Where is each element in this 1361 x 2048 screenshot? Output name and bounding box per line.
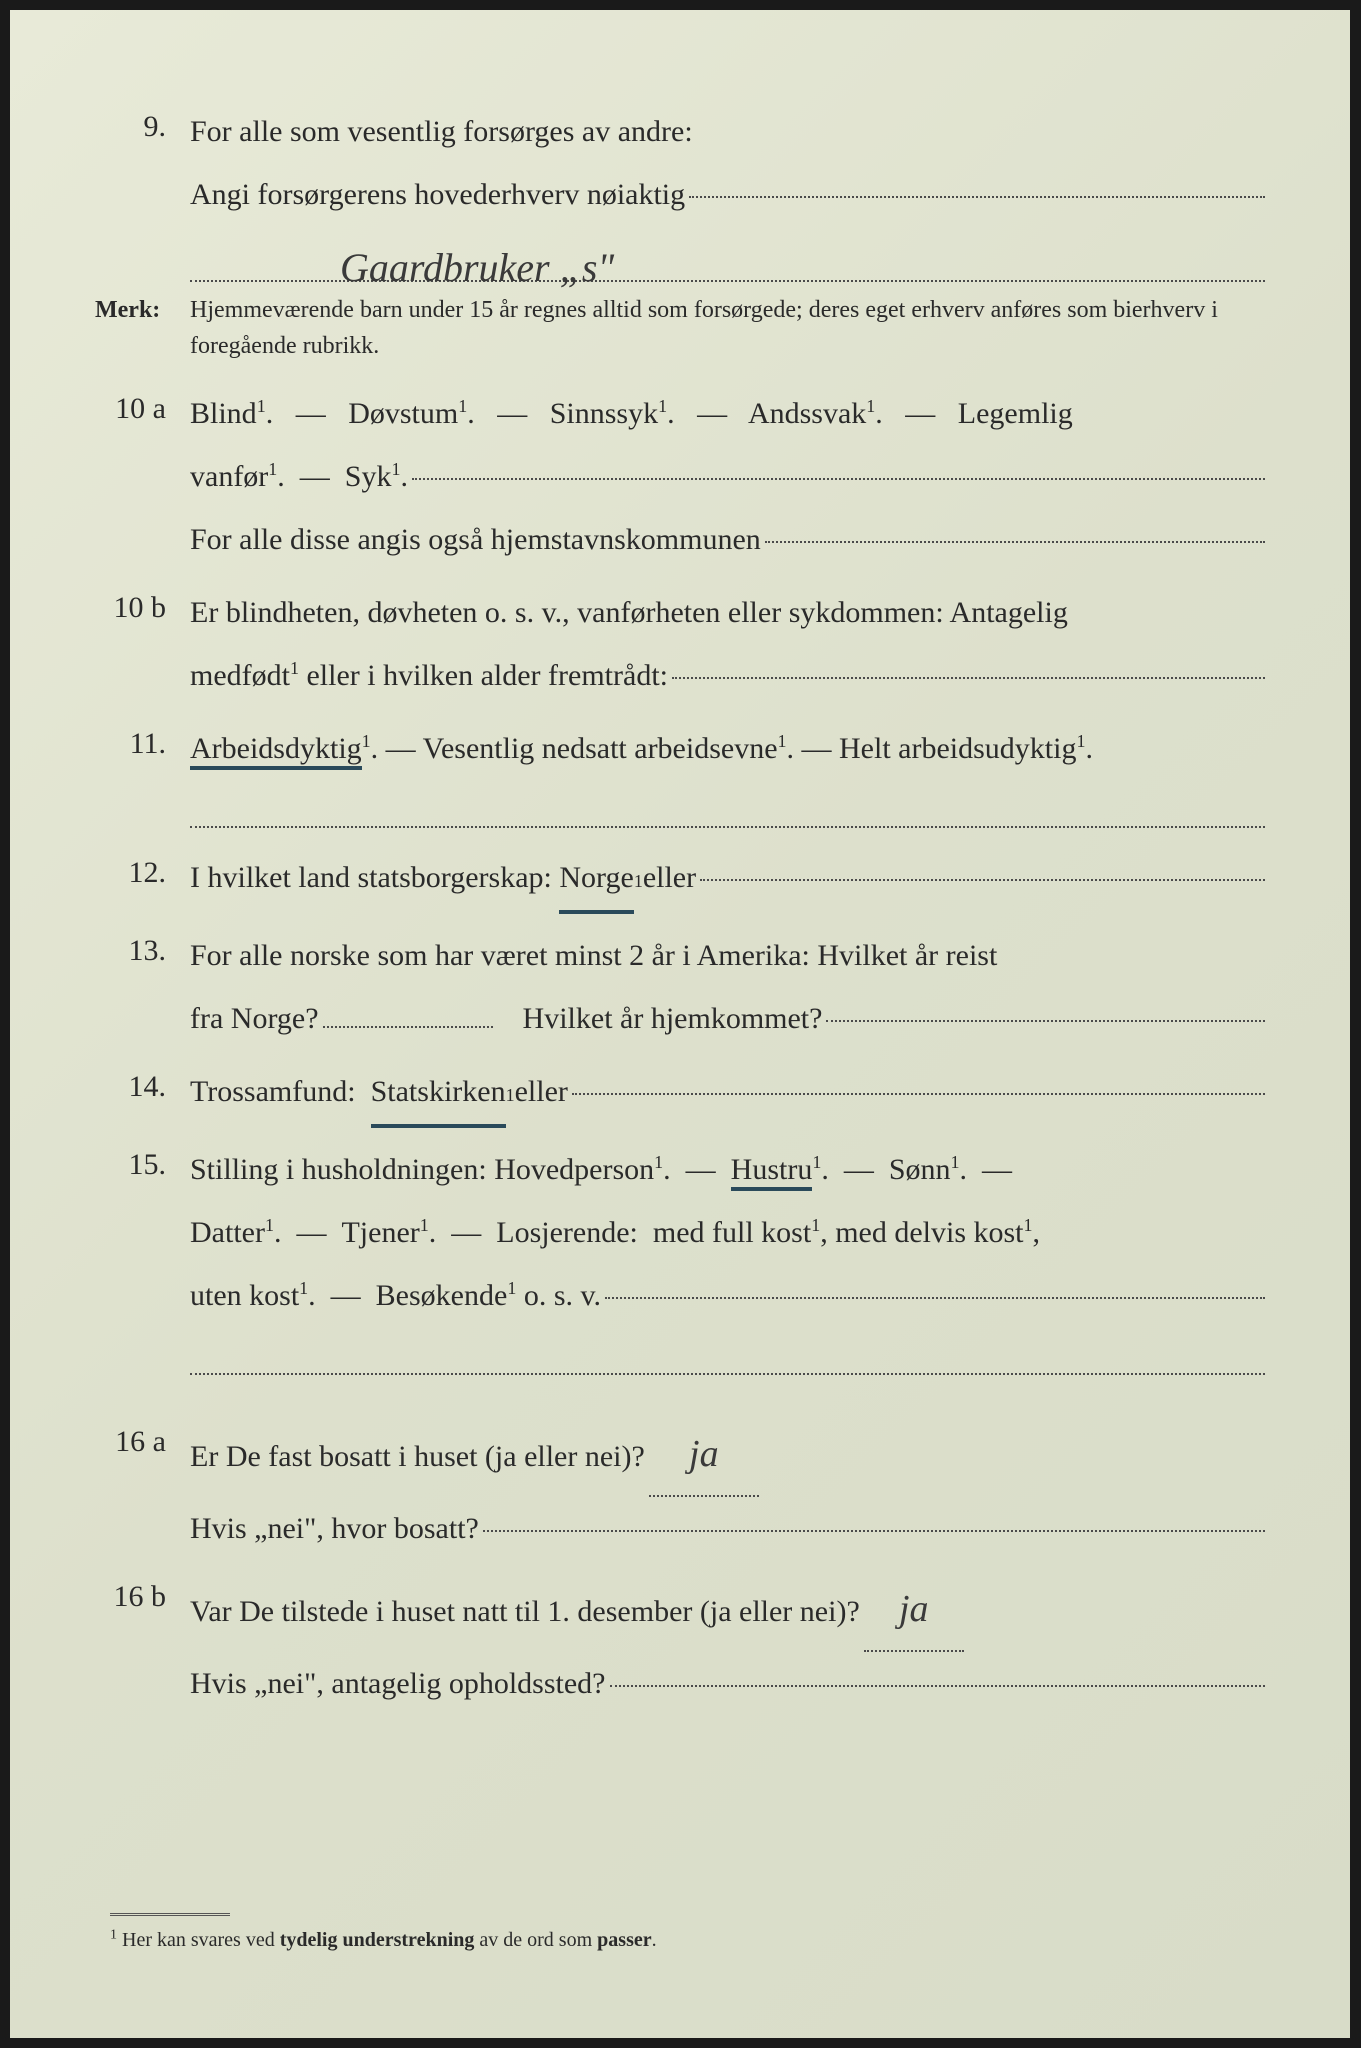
q16b-answer-slot: ja: [864, 1570, 964, 1652]
footnote-rule: [110, 1913, 230, 1916]
q12-fill: [700, 879, 1265, 881]
q15-content: Stilling i husholdningen: Hovedperson1. …: [190, 1138, 1265, 1375]
q10b-line1: Er blindheten, døvheten o. s. v., vanfør…: [190, 581, 1265, 644]
footnote-marker: 1: [110, 1927, 117, 1942]
opt-hustru: Hustru: [731, 1153, 813, 1191]
question-11: 11. Arbeidsdyktig1. — Vesentlig nedsatt …: [95, 717, 1265, 828]
q16a-num: 16 a: [95, 1415, 190, 1469]
opt-hovedperson: Hovedperson: [494, 1153, 654, 1186]
q13-line1: For alle norske som har været minst 2 år…: [190, 924, 1265, 987]
q16a-line2: Hvis „nei", hvor bosatt?: [190, 1497, 1265, 1560]
question-15: 15. Stilling i husholdningen: Hovedperso…: [95, 1138, 1265, 1375]
question-13: 13. For alle norske som har været minst …: [95, 924, 1265, 1050]
q16b-answer: ja: [899, 1588, 929, 1630]
opt-statskirken: Statskirken: [371, 1060, 506, 1128]
q10a-content: Blind1. — Døvstum1. — Sinnssyk1. — Andss…: [190, 382, 1265, 571]
q16b-content: Var De tilstede i huset natt til 1. dese…: [190, 1570, 1265, 1715]
q10a-fill: [412, 478, 1265, 480]
q16a-answer-slot: ja: [649, 1415, 759, 1497]
q9-line1: For alle som vesentlig forsørges av andr…: [190, 100, 1265, 163]
q9-line2-fill: [689, 196, 1265, 198]
q16a-fill: [483, 1530, 1265, 1532]
q12-content: I hvilket land statsborgerskap: Norge1 e…: [190, 846, 1265, 914]
q10a-line2-fill: [765, 541, 1265, 543]
q9-num: 9.: [95, 100, 190, 154]
q14-fill: [572, 1093, 1265, 1095]
q9-line2: Angi forsørgerens hovederhverv nøiaktig: [190, 163, 1265, 226]
opt-besokende: Besøkende: [376, 1279, 508, 1312]
question-14: 14. Trossamfund: Statskirken1 eller: [95, 1060, 1265, 1128]
q14-num: 14.: [95, 1060, 190, 1114]
q10b-content: Er blindheten, døvheten o. s. v., vanfør…: [190, 581, 1265, 707]
opt-nedsatt: Vesentlig nedsatt arbeidsevne: [423, 732, 778, 765]
merk-note: Merk: Hjemmeværende barn under 15 år reg…: [95, 292, 1265, 364]
q11-fill: [190, 786, 1265, 828]
q13-num: 13.: [95, 924, 190, 978]
q16a-content: Er De fast bosatt i huset (ja eller nei)…: [190, 1415, 1265, 1560]
opt-norge: Norge: [559, 846, 633, 914]
q13-content: For alle norske som har været minst 2 år…: [190, 924, 1265, 1050]
opt-losjerende: Losjerende:: [496, 1216, 638, 1249]
document-page: 9. For alle som vesentlig forsørges av a…: [10, 10, 1350, 2038]
footnote: 1 Her kan svares ved tydelig understrekn…: [110, 1913, 657, 1958]
q15-fill: [605, 1297, 1265, 1299]
q14-content: Trossamfund: Statskirken1 eller: [190, 1060, 1265, 1128]
opt-full-kost: med full kost: [653, 1216, 811, 1249]
footnote-text: Her kan svares ved tydelig understreknin…: [122, 1929, 657, 1951]
opt-uten-kost: uten kost: [190, 1279, 299, 1312]
merk-text: Hjemmeværende barn under 15 år regnes al…: [190, 292, 1265, 364]
merk-label: Merk:: [95, 292, 190, 364]
opt-delvis-kost: med delvis kost: [835, 1216, 1023, 1249]
q10b-line2: medfødt1 eller i hvilken alder fremtrådt…: [190, 644, 1265, 707]
q11-num: 11.: [95, 717, 190, 771]
question-10a: 10 a Blind1. — Døvstum1. — Sinnssyk1. — …: [95, 382, 1265, 571]
opt-udyktig: Helt arbeidsudyktig: [839, 732, 1076, 765]
opt-tjener: Tjener: [341, 1216, 419, 1249]
question-16b: 16 b Var De tilstede i huset natt til 1.…: [95, 1570, 1265, 1715]
q15-line3: uten kost1. — Besøkende1 o. s. v.: [190, 1264, 1265, 1327]
q16b-num: 16 b: [95, 1570, 190, 1624]
q16a-line1: Er De fast bosatt i huset (ja eller nei)…: [190, 1415, 1265, 1497]
q9-handwritten-line: Gaardbruker „s": [190, 226, 1265, 282]
q13-fill-b: [826, 1020, 1265, 1022]
q10a-num: 10 a: [95, 382, 190, 436]
q16b-line1: Var De tilstede i huset natt til 1. dese…: [190, 1570, 1265, 1652]
q10a-options-2: vanfør1. — Syk1.: [190, 445, 1265, 508]
opt-sinnssyk: Sinnssyk: [550, 397, 658, 430]
q13-line2: fra Norge? Hvilket år hjemkommet?: [190, 987, 1265, 1050]
opt-blind: Blind: [190, 397, 257, 430]
q16b-line2: Hvis „nei", antagelig opholdssted?: [190, 1652, 1265, 1715]
opt-syk: Syk: [345, 460, 392, 493]
opt-andssvak: Andssvak: [748, 397, 866, 430]
question-16a: 16 a Er De fast bosatt i huset (ja eller…: [95, 1415, 1265, 1560]
q9-content: For alle som vesentlig forsørges av andr…: [190, 100, 1265, 282]
q9-line2-label: Angi forsørgerens hovederhverv nøiaktig: [190, 163, 685, 226]
opt-sonn: Sønn: [889, 1153, 951, 1186]
q10a-options: Blind1. — Døvstum1. — Sinnssyk1. — Andss…: [190, 382, 1265, 445]
opt-arbeidsdyktig: Arbeidsdyktig: [190, 732, 362, 770]
q11-content: Arbeidsdyktig1. — Vesentlig nedsatt arbe…: [190, 717, 1265, 828]
question-9: 9. For alle som vesentlig forsørges av a…: [95, 100, 1265, 282]
q15-fill-2: [190, 1333, 1265, 1375]
q15-num: 15.: [95, 1138, 190, 1192]
question-10b: 10 b Er blindheten, døvheten o. s. v., v…: [95, 581, 1265, 707]
question-12: 12. I hvilket land statsborgerskap: Norg…: [95, 846, 1265, 914]
q16a-answer: ja: [689, 1433, 719, 1475]
q10b-num: 10 b: [95, 581, 190, 635]
q13-fill-a: [323, 1026, 493, 1028]
opt-datter: Datter: [190, 1216, 265, 1249]
q10b-fill: [672, 677, 1265, 679]
q16b-fill: [610, 1685, 1266, 1687]
q10a-line2: For alle disse angis også hjemstavnskomm…: [190, 508, 1265, 571]
q12-num: 12.: [95, 846, 190, 900]
opt-dovstum: Døvstum: [348, 397, 458, 430]
